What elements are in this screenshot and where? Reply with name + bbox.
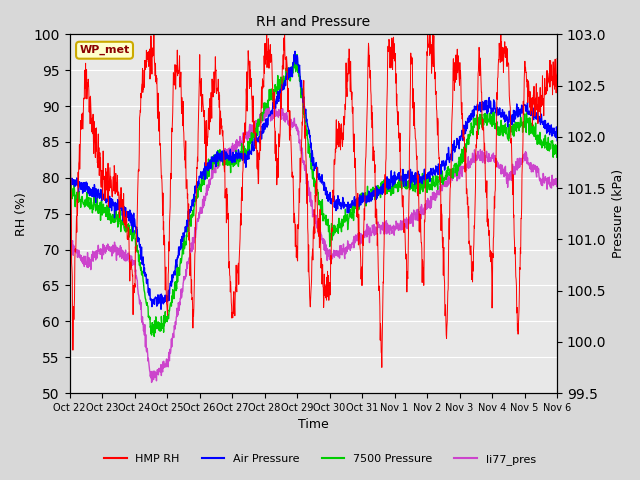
Legend: HMP RH, Air Pressure, 7500 Pressure, li77_pres: HMP RH, Air Pressure, 7500 Pressure, li7… — [100, 450, 540, 469]
Y-axis label: RH (%): RH (%) — [15, 192, 28, 236]
Title: RH and Pressure: RH and Pressure — [256, 15, 371, 29]
Text: WP_met: WP_met — [79, 45, 130, 55]
X-axis label: Time: Time — [298, 419, 329, 432]
Y-axis label: Pressure (kPa): Pressure (kPa) — [612, 169, 625, 258]
